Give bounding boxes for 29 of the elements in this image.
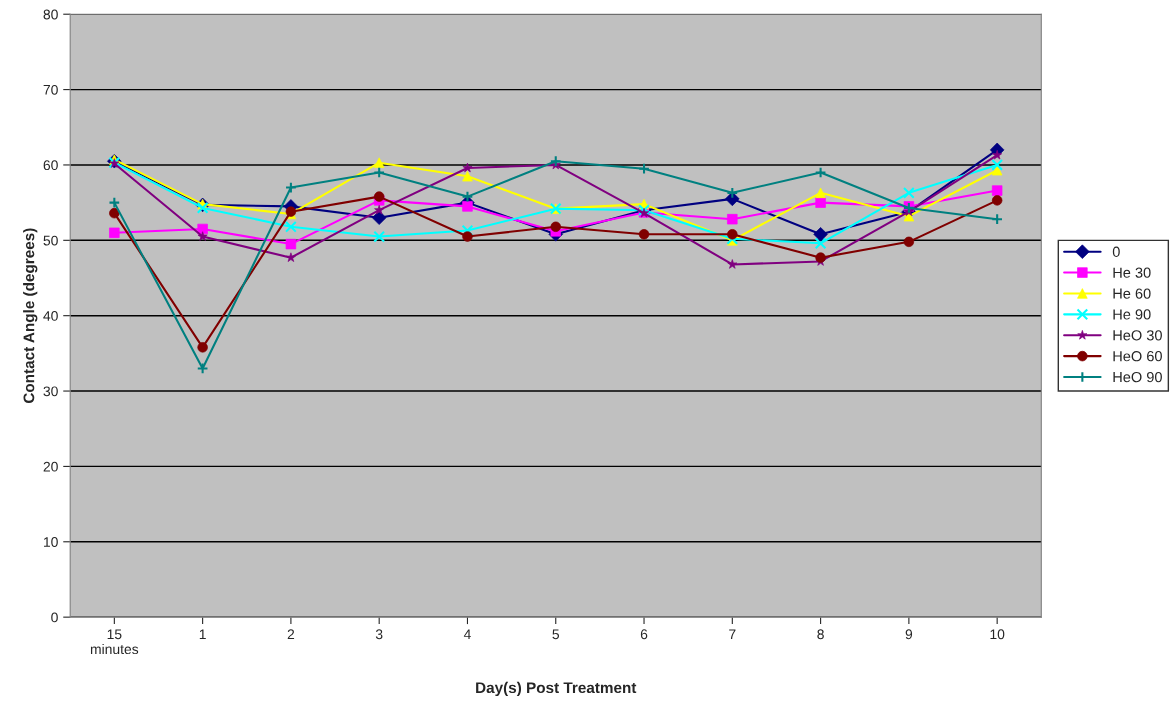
y-tick-label: 70 — [43, 84, 58, 95]
y-tick-label: 10 — [44, 537, 58, 547]
y-axis-title: Contact Angle (degrees) — [23, 228, 38, 404]
x-tick-label: 5 — [552, 629, 560, 640]
y-tick-label: 20 — [43, 461, 58, 472]
x-axis-title: Day(s) Post Treatment — [476, 681, 637, 697]
x-tick-label: 7 — [729, 629, 736, 640]
y-tick-label: 60 — [43, 160, 58, 171]
x-tick-label: 2 — [287, 629, 295, 640]
legend-label: He 30 — [1113, 267, 1151, 278]
x-tick-label: 15 minutes — [90, 629, 139, 655]
y-tick-label: 30 — [43, 386, 58, 397]
x-tick-label: 8 — [817, 629, 824, 640]
legend-label: 0 — [1112, 246, 1120, 257]
x-tick-label: 6 — [640, 629, 648, 640]
legend-label: HeO 60 — [1113, 351, 1162, 362]
x-tick-label: 1 — [199, 629, 206, 640]
x-tick-label: 4 — [463, 629, 471, 640]
x-tick-label: 3 — [375, 629, 383, 640]
y-tick-label: 40 — [43, 311, 58, 321]
legend-label: HeO 30 — [1113, 330, 1162, 341]
legend-label: HeO 90 — [1113, 371, 1162, 383]
x-tick-label: 9 — [905, 629, 913, 640]
legend-label: He 60 — [1113, 288, 1151, 299]
y-tick-label: 50 — [43, 235, 58, 246]
y-tick-label: 80 — [43, 9, 58, 20]
x-tick-label: 10 — [990, 629, 1005, 640]
y-tick-label: 0 — [51, 612, 58, 623]
legend-label: He 90 — [1113, 309, 1151, 320]
